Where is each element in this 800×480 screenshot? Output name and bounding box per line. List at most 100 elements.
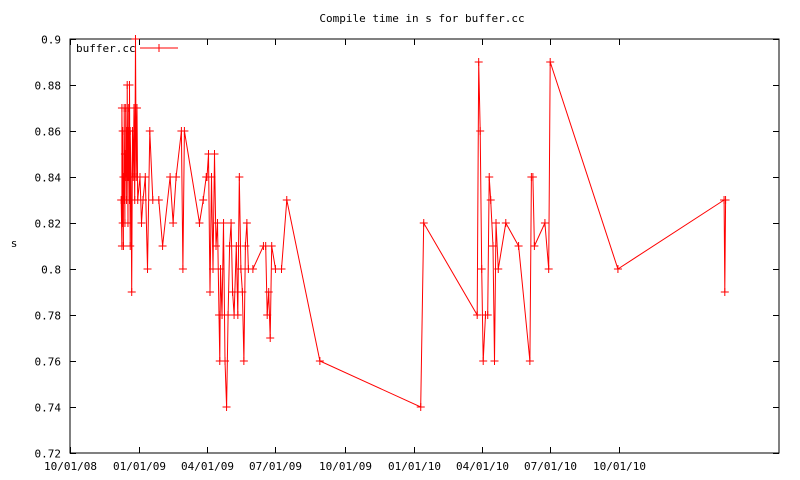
data-point bbox=[315, 357, 324, 365]
axes bbox=[69, 38, 780, 454]
x-tick-label: 04/01/10 bbox=[456, 460, 509, 473]
data-point bbox=[131, 35, 140, 43]
data-point bbox=[180, 127, 189, 135]
data-point bbox=[525, 357, 534, 365]
data-point bbox=[514, 242, 523, 250]
data-point bbox=[264, 288, 273, 296]
legend-label: buffer.cc bbox=[76, 42, 136, 55]
data-point bbox=[473, 311, 482, 319]
data-point bbox=[721, 196, 730, 204]
data-point bbox=[477, 265, 486, 273]
data-point bbox=[216, 265, 225, 273]
data-point bbox=[221, 357, 230, 365]
data-point bbox=[476, 127, 485, 135]
y-tick-label: 0.8 bbox=[41, 264, 61, 277]
x-axis-ticks: 10/01/08 01/01/09 04/01/09 07/01/09 10/01/09… bbox=[44, 39, 646, 473]
data-point bbox=[227, 219, 236, 227]
data-point bbox=[492, 219, 501, 227]
data-point bbox=[219, 219, 228, 227]
y-tick-label: 0.86 bbox=[35, 126, 62, 139]
data-point bbox=[501, 219, 510, 227]
data-point bbox=[263, 311, 272, 319]
data-point bbox=[479, 357, 488, 365]
data-point bbox=[137, 219, 146, 227]
data-point bbox=[233, 311, 242, 319]
data-point bbox=[242, 219, 251, 227]
data-point bbox=[720, 288, 729, 296]
data-point bbox=[205, 288, 214, 296]
data-point bbox=[241, 242, 250, 250]
data-point bbox=[267, 242, 276, 250]
data-point bbox=[158, 242, 167, 250]
data-point bbox=[178, 265, 187, 273]
data-point bbox=[139, 196, 148, 204]
data-point bbox=[199, 196, 208, 204]
data-point bbox=[540, 219, 549, 227]
data-point bbox=[490, 357, 499, 365]
data-point bbox=[238, 288, 247, 296]
x-tick-label: 01/01/09 bbox=[113, 460, 166, 473]
data-point bbox=[172, 173, 181, 181]
data-point bbox=[222, 403, 231, 411]
data-point bbox=[235, 173, 244, 181]
data-point bbox=[232, 242, 241, 250]
x-tick-label: 07/01/09 bbox=[249, 460, 302, 473]
chart-title: Compile time in s for buffer.cc bbox=[319, 12, 524, 25]
data-point bbox=[416, 403, 425, 411]
y-tick-label: 0.84 bbox=[35, 172, 62, 185]
x-tick-label: 10/01/10 bbox=[593, 460, 646, 473]
data-point bbox=[494, 265, 503, 273]
data-point bbox=[282, 196, 291, 204]
y-tick-label: 0.9 bbox=[41, 34, 61, 47]
series-layer bbox=[117, 35, 730, 411]
data-point bbox=[127, 288, 136, 296]
y-axis-label: s bbox=[11, 237, 18, 250]
data-point bbox=[145, 127, 154, 135]
plot-frame bbox=[69, 38, 780, 454]
data-point bbox=[126, 242, 135, 250]
data-point bbox=[207, 173, 216, 181]
data-point bbox=[123, 219, 132, 227]
data-point bbox=[488, 242, 497, 250]
data-point bbox=[143, 265, 152, 273]
data-point bbox=[544, 265, 553, 273]
data-point bbox=[154, 196, 163, 204]
data-point bbox=[128, 127, 137, 135]
data-point bbox=[120, 150, 129, 158]
x-tick-label: 07/01/10 bbox=[524, 460, 577, 473]
data-point bbox=[528, 173, 537, 181]
data-point bbox=[141, 173, 150, 181]
data-point bbox=[209, 265, 218, 273]
data-point bbox=[248, 265, 257, 273]
x-tick-label: 10/01/09 bbox=[319, 460, 372, 473]
data-point bbox=[483, 311, 492, 319]
data-point bbox=[485, 173, 494, 181]
data-point bbox=[419, 219, 428, 227]
y-axis-ticks: 0.72 0.74 0.76 0.78 0.8 0.82 0.84 0.86 0.88 0.9 bbox=[35, 34, 779, 461]
data-point bbox=[486, 196, 495, 204]
data-point bbox=[169, 219, 178, 227]
data-point bbox=[125, 81, 134, 89]
data-point bbox=[277, 265, 286, 273]
y-tick-label: 0.82 bbox=[35, 218, 62, 231]
data-point bbox=[212, 242, 221, 250]
data-point bbox=[613, 265, 622, 273]
x-tick-label: 04/01/09 bbox=[181, 460, 234, 473]
y-tick-label: 0.88 bbox=[35, 80, 62, 93]
data-point bbox=[225, 242, 234, 250]
data-point bbox=[530, 242, 539, 250]
data-point bbox=[195, 219, 204, 227]
data-point bbox=[546, 58, 555, 66]
legend: buffer.cc bbox=[76, 42, 178, 55]
data-point bbox=[239, 357, 248, 365]
y-tick-label: 0.72 bbox=[35, 448, 62, 461]
y-tick-label: 0.74 bbox=[35, 402, 62, 415]
data-point bbox=[228, 288, 237, 296]
data-point bbox=[266, 334, 275, 342]
data-point bbox=[210, 150, 219, 158]
data-point bbox=[474, 58, 483, 66]
data-point bbox=[132, 104, 141, 112]
x-tick-label: 01/01/10 bbox=[388, 460, 441, 473]
